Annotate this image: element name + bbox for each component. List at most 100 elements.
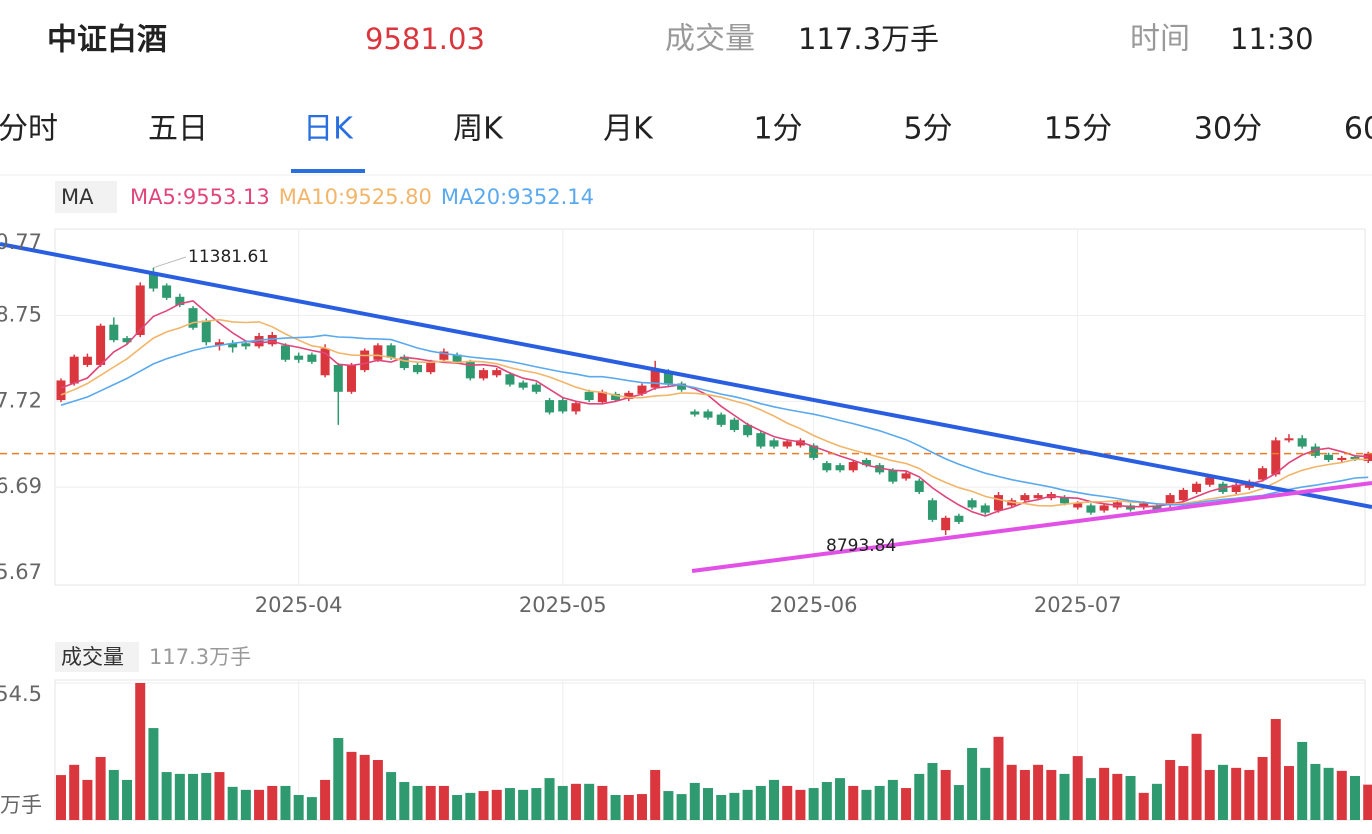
volume-bar bbox=[967, 747, 978, 820]
tab[interactable]: 月K bbox=[603, 112, 654, 147]
candle-body bbox=[280, 345, 290, 360]
tab[interactable]: 分时 bbox=[0, 112, 58, 147]
volume-bar bbox=[610, 794, 621, 820]
candle-body bbox=[122, 338, 132, 343]
candle-body bbox=[254, 336, 264, 347]
tab[interactable]: 30分 bbox=[1194, 112, 1262, 147]
legend-entry: MA20:9352.14 bbox=[441, 185, 594, 209]
volume-legend-box bbox=[55, 642, 139, 672]
volume-subtitle: 117.3万手 bbox=[149, 645, 251, 669]
volume-bar bbox=[372, 760, 383, 820]
tab[interactable]: 五日 bbox=[148, 112, 208, 147]
candle-body bbox=[399, 356, 409, 369]
volume-bar bbox=[821, 782, 832, 820]
candle-body bbox=[307, 354, 317, 362]
volume-bar bbox=[518, 789, 529, 820]
volume-bar bbox=[1151, 783, 1162, 820]
volume-bar bbox=[201, 772, 212, 820]
tab[interactable]: 60分 bbox=[1344, 112, 1372, 147]
candle-body bbox=[690, 411, 700, 415]
volume-bar bbox=[280, 785, 291, 820]
candle-body bbox=[1060, 497, 1070, 504]
volume-bar bbox=[1099, 767, 1110, 820]
candle-body bbox=[1324, 454, 1334, 460]
volume-bar bbox=[742, 789, 753, 820]
candle-body bbox=[148, 273, 158, 289]
volume-bar bbox=[914, 773, 925, 820]
tab[interactable]: 周K bbox=[453, 112, 504, 147]
candle-body bbox=[333, 364, 343, 392]
volume-bar bbox=[993, 736, 1004, 820]
candle-body bbox=[677, 383, 687, 390]
volume-bar bbox=[161, 772, 172, 820]
candle-body bbox=[1086, 505, 1096, 513]
volume-bar bbox=[808, 788, 819, 820]
candle-body bbox=[175, 296, 185, 306]
candle-body bbox=[848, 462, 858, 471]
volume-bar bbox=[240, 789, 251, 820]
candle-body bbox=[743, 424, 753, 436]
candle-body bbox=[531, 384, 541, 392]
volume-bar bbox=[412, 785, 423, 820]
volume-bar bbox=[1270, 719, 1281, 820]
volume-title: 成交量 bbox=[61, 645, 124, 669]
candle-body bbox=[1231, 484, 1241, 492]
candle-body bbox=[954, 515, 964, 522]
x-tick-label: 2025-05 bbox=[519, 593, 607, 617]
volume-bar bbox=[1257, 757, 1268, 820]
volume-bar bbox=[504, 788, 515, 820]
legend: MA5:9553.13 MA10:9525.80 MA20:9352.14 bbox=[130, 185, 594, 209]
volume-bar bbox=[1297, 741, 1308, 820]
volume-bar bbox=[636, 794, 647, 820]
x-tick-label: 2025-07 bbox=[1034, 593, 1122, 617]
volume-bar bbox=[1217, 764, 1228, 820]
tab[interactable]: 1分 bbox=[753, 112, 802, 147]
volume-bar bbox=[544, 778, 555, 820]
volume-bar bbox=[689, 782, 700, 820]
volume-bar bbox=[1310, 763, 1321, 820]
volume-bar bbox=[584, 783, 595, 820]
grid bbox=[55, 229, 1365, 820]
candle-body bbox=[782, 441, 792, 447]
volume-bar bbox=[663, 791, 674, 820]
price-frame bbox=[54, 228, 1366, 586]
candle-body bbox=[201, 320, 211, 343]
candle-body bbox=[584, 391, 594, 401]
volume-bar bbox=[478, 791, 489, 820]
tab[interactable]: 15分 bbox=[1044, 112, 1112, 147]
candle-body bbox=[571, 403, 581, 412]
volume-bar bbox=[108, 769, 119, 820]
volume-bar bbox=[1363, 784, 1372, 820]
y-tick-label: 9256.69 bbox=[0, 474, 42, 498]
candle-body bbox=[1152, 505, 1162, 511]
candle-body bbox=[426, 361, 436, 373]
tab[interactable]: 日K bbox=[303, 112, 354, 147]
volume-bar bbox=[927, 763, 938, 820]
volume-bar bbox=[1112, 773, 1123, 820]
volume-bar bbox=[676, 794, 687, 820]
candle-body bbox=[795, 440, 805, 446]
time-value: 11:30 bbox=[1230, 22, 1314, 56]
tab[interactable]: 5分 bbox=[903, 112, 952, 147]
candle-body bbox=[597, 391, 607, 403]
ma-line bbox=[60, 300, 1369, 517]
volume-bar bbox=[650, 769, 661, 820]
candle-body bbox=[228, 343, 238, 348]
candle-body bbox=[558, 400, 568, 412]
candle-body bbox=[162, 285, 172, 298]
candle-body bbox=[214, 342, 224, 346]
volume-bar bbox=[782, 785, 793, 820]
candle-body bbox=[835, 465, 845, 471]
candle-body bbox=[1284, 438, 1294, 441]
candle-body bbox=[1350, 456, 1360, 459]
candle-body bbox=[1192, 483, 1202, 492]
volume-bar bbox=[82, 779, 93, 820]
volume-bar bbox=[1125, 775, 1136, 820]
volume-bar bbox=[835, 778, 846, 820]
volume-bar bbox=[557, 785, 568, 820]
volume-bar bbox=[56, 775, 66, 820]
volume-bar bbox=[95, 757, 106, 820]
volume-bar bbox=[597, 785, 608, 820]
candle-body bbox=[109, 324, 119, 341]
volume-bar bbox=[980, 767, 991, 820]
